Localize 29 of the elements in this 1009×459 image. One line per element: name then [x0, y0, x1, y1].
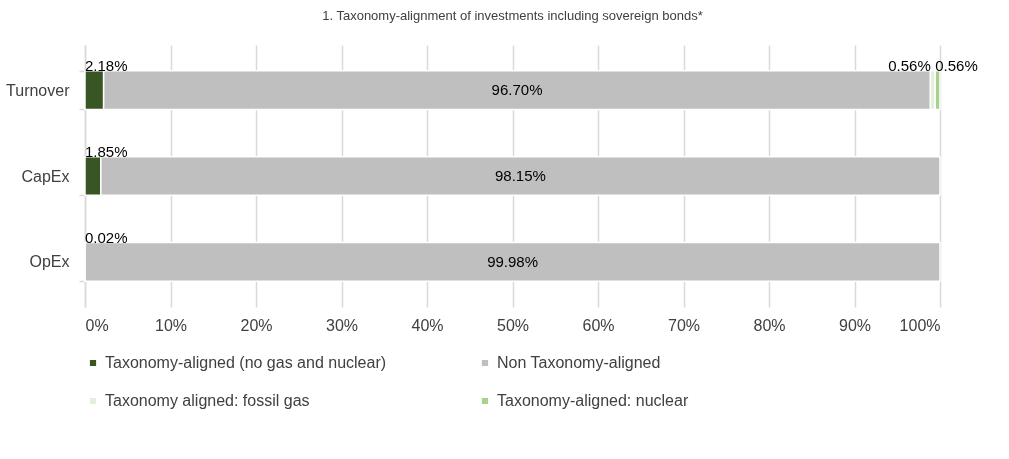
x-tick-label: 40%	[411, 316, 444, 334]
data-label: 98.15%	[494, 167, 546, 184]
data-label: 1.85%	[85, 143, 128, 160]
chart-title: 1. Taxonomy-alignment of investments including sovereign bonds*	[322, 8, 703, 23]
x-tick-label: 70%	[667, 316, 701, 334]
data-label: 0.02%	[85, 228, 128, 246]
data-label: 96.70%	[491, 81, 543, 99]
x-tick-label: 90%	[838, 316, 872, 334]
data-label: 0.56%	[935, 57, 978, 75]
x-tick-label: 0%	[85, 316, 109, 334]
x-tick-label: 80%	[753, 316, 786, 334]
y-tick-label: CapEx	[21, 167, 70, 185]
legend-label: Taxonomy-aligned (no gas and nuclear)	[105, 354, 387, 371]
x-tick-label: 100%	[899, 316, 941, 334]
x-tick-label: 20%	[240, 316, 273, 334]
bar	[934, 70, 941, 111]
data-label: 0.56%	[888, 57, 931, 75]
legend-label: Taxonomy aligned: fossil gas	[105, 392, 310, 409]
x-tick-label: 60%	[582, 316, 615, 334]
x-tick-label: 30%	[325, 316, 359, 334]
x-tick-label: 10%	[154, 316, 188, 334]
legend-label: Non Taxonomy-aligned	[497, 354, 661, 371]
y-tick-label: Turnover	[6, 81, 71, 99]
x-tick-label: 50%	[496, 316, 530, 334]
y-tick-label: OpEx	[29, 253, 70, 271]
legend-label: Taxonomy-aligned: nuclear	[497, 392, 689, 409]
data-label: 99.98%	[487, 252, 539, 270]
data-label: 2.18%	[85, 57, 128, 75]
bar	[84, 241, 941, 282]
